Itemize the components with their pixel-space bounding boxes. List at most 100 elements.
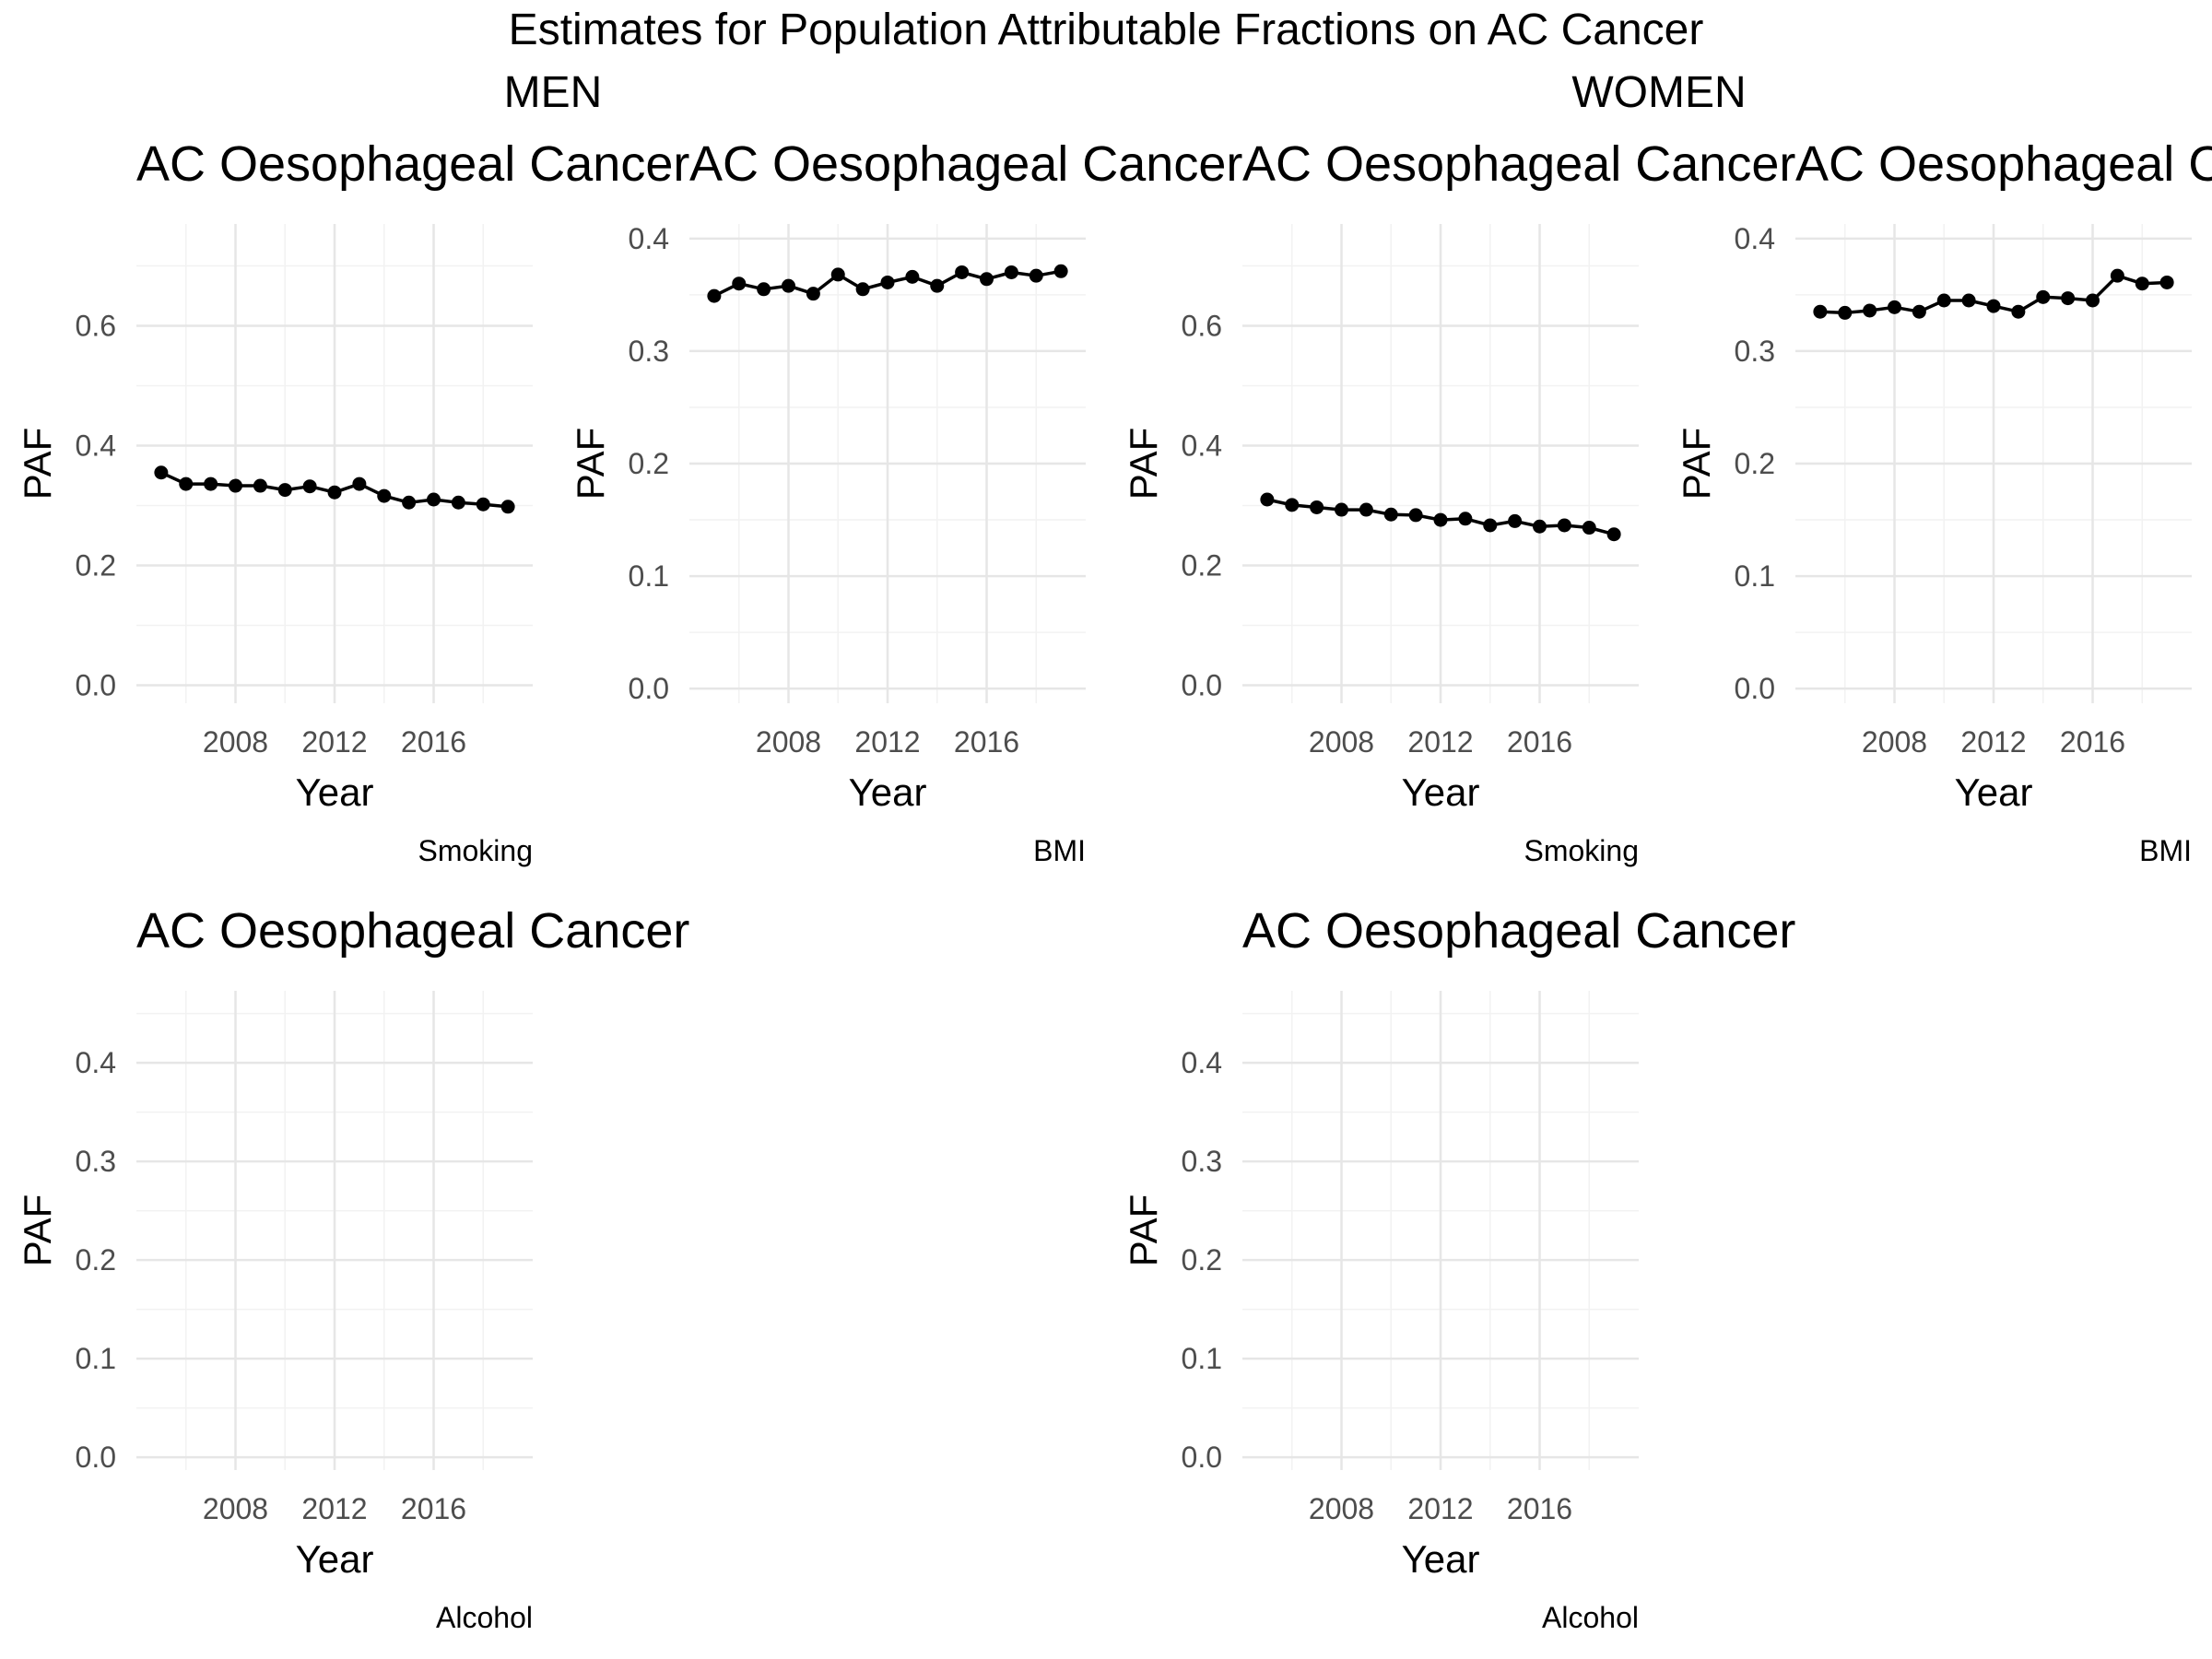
chart-panel-2: 0.0 0.1 0.2 0.3 0.4 2008 2012 2016 Year PAF AC Oes… [569,136,1242,867]
data-point [1813,304,1828,319]
data-point [2110,268,2124,283]
y-tick-label: 0.1 [76,1342,116,1375]
data-point [1961,293,1976,308]
x-tick-label: 2008 [203,1492,268,1525]
y-tick-label: 0.2 [76,549,116,582]
panel-caption: Alcohol [436,1601,533,1634]
chart-panel-5: 0.0 0.1 0.2 0.3 0.4 2008 2012 2016 Year PAF AC Oes… [16,903,689,1634]
x-tick-label: 2008 [203,725,268,759]
x-tick-label: 2016 [2060,725,2125,759]
data-point [757,282,771,297]
y-tick-label: 0.1 [629,559,669,593]
data-point [500,500,515,514]
data-point [1285,498,1300,512]
data-point [327,485,342,500]
x-tick-label: 2012 [1960,725,2026,759]
chart-panel-4: 0.0 0.1 0.2 0.3 0.4 2008 2012 2016 Year PAF AC Oes… [1675,136,2212,867]
data-point [1936,293,1951,308]
panel-caption: Smoking [418,834,534,867]
panel-caption: BMI [1033,834,1086,867]
panel-title: AC Oesophageal Cancer [689,136,1242,192]
data-point [427,492,441,507]
panel-caption: Alcohol [1542,1601,1639,1634]
y-tick-label: 0.2 [1182,549,1222,582]
data-point [451,495,465,510]
data-point [1533,519,1547,534]
data-point [476,497,490,512]
data-point [1359,502,1373,517]
y-tick-label: 0.4 [76,1046,116,1079]
data-point [1888,300,1901,314]
data-point [732,276,747,291]
x-axis-title: Year [1955,771,2033,814]
y-axis-title: PAF [16,1194,59,1267]
x-tick-label: 2008 [1309,1492,1374,1525]
y-axis-title: PAF [569,428,612,500]
y-tick-label: 0.1 [1735,559,1775,593]
y-axis-title: PAF [1675,428,1718,500]
data-point [855,282,870,297]
chart-panel-1: 0.0 0.2 0.4 0.6 2008 2012 2016 Year PAF AC Oesoph… [16,136,689,867]
x-tick-label: 2012 [854,725,920,759]
y-tick-label: 0.4 [1182,1046,1222,1079]
y-tick-label: 0.2 [629,447,669,480]
data-point [955,265,970,279]
x-tick-label: 2008 [1862,725,1927,759]
x-axis-title: Year [849,771,927,814]
data-point [1408,508,1423,523]
data-point [154,465,169,480]
y-tick-label: 0.0 [1182,669,1222,702]
y-tick-label: 0.0 [629,672,669,705]
data-point [830,267,845,282]
data-point [377,488,392,503]
x-tick-label: 2016 [401,1492,466,1525]
data-point [1004,265,1018,279]
data-point [806,287,820,301]
data-point [253,478,267,493]
x-axis-title: Year [296,771,374,814]
data-point [707,288,722,303]
panel-title: AC Oesophageal Cancer [1242,136,1795,192]
data-point [1557,518,1571,533]
x-tick-label: 2016 [954,725,1019,759]
data-point [204,477,218,491]
panel-title: AC Oesophageal Cancer [136,903,689,959]
x-tick-label: 2012 [1407,725,1473,759]
panel-title: AC Oesophageal C [1795,136,2212,192]
x-tick-label: 2016 [1507,1492,1572,1525]
y-axis-title: PAF [1122,1194,1165,1267]
data-point [1433,512,1448,527]
data-point [1335,502,1348,517]
chart-panel-6: 0.0 0.1 0.2 0.3 0.4 2008 2012 2016 Year PAF AC Oes… [1122,903,1795,1634]
data-point [1912,304,1926,319]
panel-title: AC Oesophageal Cancer [136,136,689,192]
data-point [1582,521,1596,535]
data-point [1383,507,1398,522]
data-point [1863,303,1877,318]
data-point [1838,305,1853,320]
x-tick-label: 2016 [1507,725,1572,759]
data-point [1458,512,1473,526]
data-point [782,278,795,293]
data-point [1053,264,1068,278]
panel-title: AC Oesophageal Cancer [1242,903,1795,959]
group-label-men: MEN [504,68,603,117]
y-tick-label: 0.0 [1735,672,1775,705]
data-point [1483,518,1498,533]
panel-caption: BMI [2139,834,2192,867]
y-tick-label: 0.0 [76,669,116,702]
x-tick-label: 2012 [301,1492,367,1525]
y-tick-label: 0.2 [1735,447,1775,480]
y-tick-label: 0.1 [1182,1342,1222,1375]
data-point [2011,304,2026,319]
data-point [2159,275,2174,289]
data-point [2135,276,2149,291]
data-point [302,479,317,494]
data-point [1508,513,1523,528]
y-axis-title: PAF [16,428,59,500]
y-tick-label: 0.6 [1182,310,1222,343]
y-tick-label: 0.3 [629,335,669,368]
x-axis-title: Year [296,1537,374,1581]
y-tick-label: 0.6 [76,310,116,343]
